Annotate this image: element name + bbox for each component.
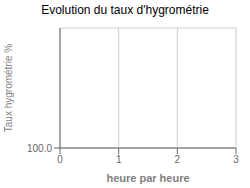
svg-text:100.0: 100.0 xyxy=(27,143,52,154)
svg-text:3: 3 xyxy=(233,154,239,165)
html-text:Evolution du taux d'hygrométri: Evolution du taux d'hygrométrie xyxy=(41,3,209,17)
svg-text:Taux hygrométrie %: Taux hygrométrie % xyxy=(8,44,14,132)
svg-text:heure par heure: heure par heure xyxy=(106,172,189,184)
svg-text:0: 0 xyxy=(57,154,63,165)
svg-text:2: 2 xyxy=(175,154,181,165)
svg-text:1: 1 xyxy=(116,154,122,165)
